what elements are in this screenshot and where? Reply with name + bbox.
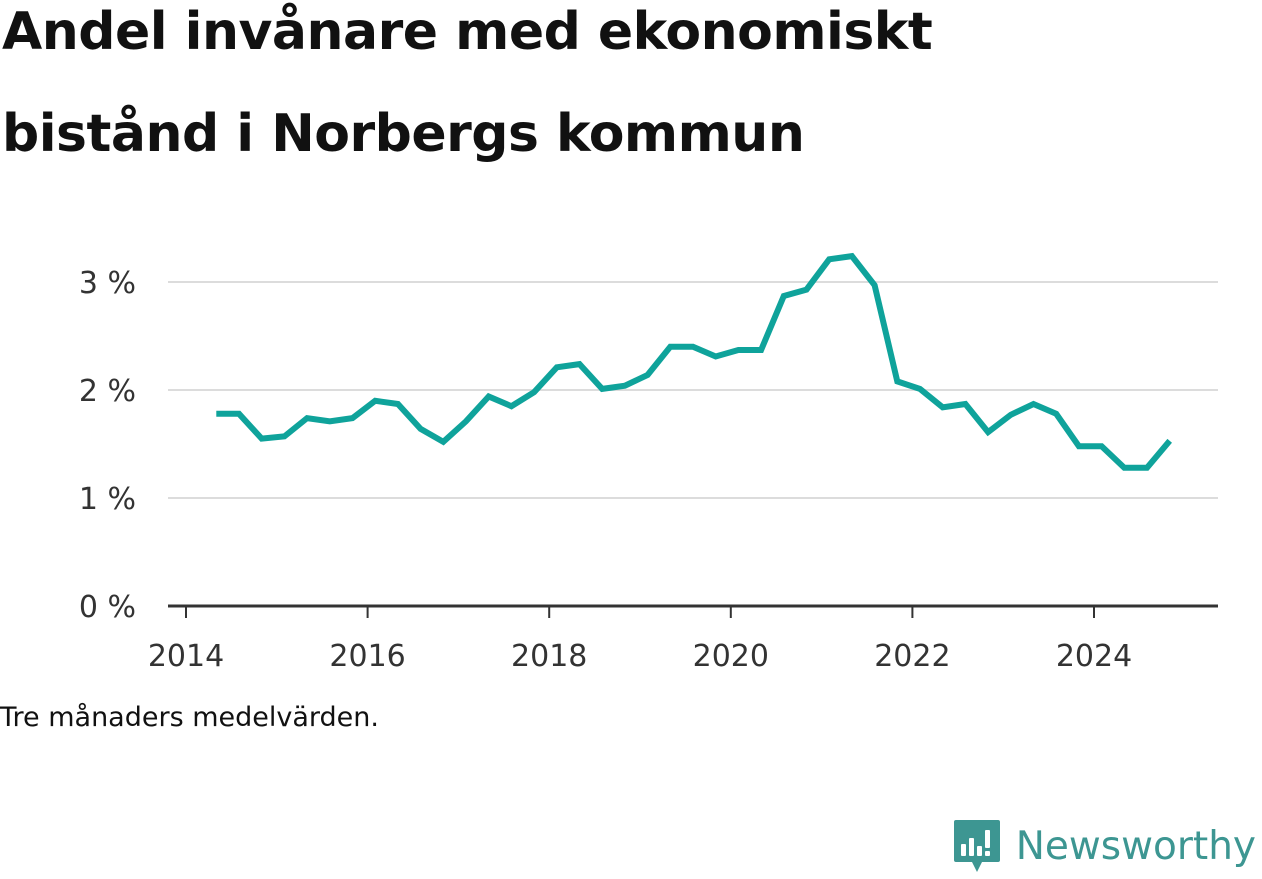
chart-title-line-1: Andel invånare med ekonomiskt xyxy=(2,2,933,62)
chart-title: Andel invånare med ekonomiskt bistånd i … xyxy=(2,6,1152,160)
y-tick-label: 1 % xyxy=(79,482,136,517)
x-tick-label: 2022 xyxy=(874,639,950,674)
chart-note: Tre månaders medelvärden. xyxy=(0,702,379,733)
x-axis-ticks: 2014 2016 2018 2020 2022 2024 xyxy=(148,606,1132,674)
y-tick-label: 0 % xyxy=(79,590,136,625)
grid-lines xyxy=(168,281,1218,499)
brand-name: Newsworthy xyxy=(1015,823,1256,869)
x-tick-label: 2020 xyxy=(693,639,769,674)
y-tick-label: 3 % xyxy=(79,266,136,301)
series-line xyxy=(216,252,1172,471)
line-chart: 0 % 1 % 2 % 3 % 2014 2016 2018 2020 2022 2024 xyxy=(79,252,1218,674)
chart-title-line-2: bistånd i Norbergs kommun xyxy=(2,104,805,164)
newsworthy-brand: Newsworthy xyxy=(952,818,1256,874)
x-tick-label: 2014 xyxy=(148,639,224,674)
y-tick-label: 2 % xyxy=(79,374,136,409)
x-tick-label: 2018 xyxy=(511,639,587,674)
newsworthy-logo-icon xyxy=(953,820,1000,872)
x-tick-label: 2024 xyxy=(1056,639,1132,674)
x-tick-label: 2016 xyxy=(329,639,405,674)
series-layer xyxy=(216,252,1172,471)
y-axis-ticks: 0 % 1 % 2 % 3 % xyxy=(79,266,136,625)
